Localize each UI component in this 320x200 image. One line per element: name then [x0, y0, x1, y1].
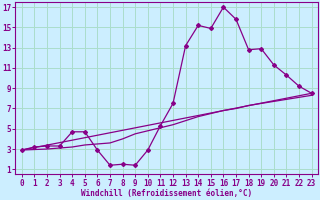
- X-axis label: Windchill (Refroidissement éolien,°C): Windchill (Refroidissement éolien,°C): [81, 189, 252, 198]
